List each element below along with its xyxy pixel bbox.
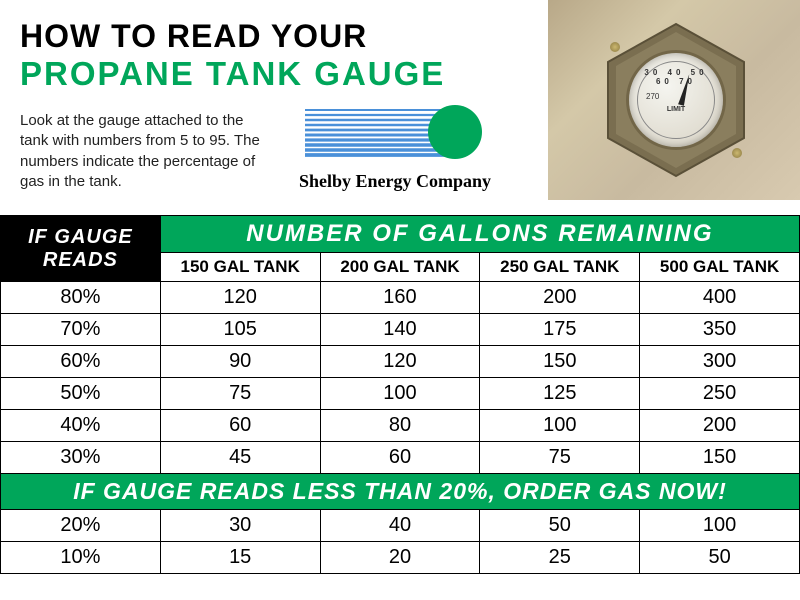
gallons-cell: 300 xyxy=(640,346,800,378)
gallons-cell: 150 xyxy=(480,346,640,378)
gallons-cell: 60 xyxy=(160,410,320,442)
gallons-cell: 100 xyxy=(480,410,640,442)
dial-limit-label: LIMIT xyxy=(638,106,714,113)
dial-face: 30 40 50 60 70 270 LIMIT xyxy=(637,61,715,139)
gallons-cell: 120 xyxy=(160,282,320,314)
gauge-photo: 30 40 50 60 70 270 LIMIT xyxy=(548,0,800,200)
column-header: 250 GAL TANK xyxy=(480,253,640,282)
header-gauge-line2: READS xyxy=(43,249,118,271)
screw-icon xyxy=(732,148,742,158)
gauge-percent-cell: 40% xyxy=(1,410,161,442)
title-line-2: PROPANE TANK GAUGE xyxy=(20,55,560,93)
gallons-table: IF GAUGE READS NUMBER OF GALLONS REMAINI… xyxy=(0,215,800,574)
header-gauge-reads: IF GAUGE READS xyxy=(1,216,161,282)
column-header: 200 GAL TANK xyxy=(320,253,480,282)
logo-circle xyxy=(428,105,482,159)
table-row: 70%105140175350 xyxy=(1,314,800,346)
column-header: 150 GAL TANK xyxy=(160,253,320,282)
logo-graphic-icon xyxy=(295,102,495,162)
company-logo: Shelby Energy Company xyxy=(280,102,510,192)
table-row: 10%15202550 xyxy=(1,542,800,574)
gallons-cell: 150 xyxy=(640,442,800,474)
gallons-cell: 160 xyxy=(320,282,480,314)
gallons-cell: 175 xyxy=(480,314,640,346)
dial-scale-numbers: 30 40 50 60 70 xyxy=(638,68,714,86)
column-header: 500 GAL TANK xyxy=(640,253,800,282)
table-row: 40%6080100200 xyxy=(1,410,800,442)
gallons-cell: 75 xyxy=(480,442,640,474)
gallons-cell: 80 xyxy=(320,410,480,442)
gallons-cell: 350 xyxy=(640,314,800,346)
gallons-cell: 40 xyxy=(320,510,480,542)
gallons-cell: 75 xyxy=(160,378,320,410)
gauge-percent-cell: 30% xyxy=(1,442,161,474)
gallons-cell: 200 xyxy=(640,410,800,442)
table-row: 50%75100125250 xyxy=(1,378,800,410)
gallons-cell: 140 xyxy=(320,314,480,346)
gauge-percent-cell: 80% xyxy=(1,282,161,314)
gallons-cell: 45 xyxy=(160,442,320,474)
gallons-cell: 100 xyxy=(640,510,800,542)
gauge-percent-cell: 70% xyxy=(1,314,161,346)
gallons-cell: 120 xyxy=(320,346,480,378)
gallons-cell: 50 xyxy=(480,510,640,542)
gallons-cell: 250 xyxy=(640,378,800,410)
table-row: 80%120160200400 xyxy=(1,282,800,314)
table-row: 60%90120150300 xyxy=(1,346,800,378)
table-row: 30%456075150 xyxy=(1,442,800,474)
title-line-1: HOW TO READ YOUR xyxy=(20,18,560,55)
gallons-cell: 90 xyxy=(160,346,320,378)
gallons-cell: 100 xyxy=(320,378,480,410)
screw-icon xyxy=(610,42,620,52)
gallons-cell: 105 xyxy=(160,314,320,346)
gauge-dial-icon: 30 40 50 60 70 270 LIMIT xyxy=(626,50,726,150)
header-gauge-line1: IF GAUGE xyxy=(28,226,133,248)
company-name: Shelby Energy Company xyxy=(280,171,510,192)
dial-270: 270 xyxy=(646,92,659,101)
gauge-percent-cell: 50% xyxy=(1,378,161,410)
header-section: HOW TO READ YOUR PROPANE TANK GAUGE Look… xyxy=(0,0,800,215)
gauge-percent-cell: 20% xyxy=(1,510,161,542)
alert-order-gas: IF GAUGE READS LESS THAN 20%, ORDER GAS … xyxy=(1,474,800,510)
intro-paragraph: Look at the gauge attached to the tank w… xyxy=(20,111,270,192)
gauge-percent-cell: 10% xyxy=(1,542,161,574)
gallons-cell: 60 xyxy=(320,442,480,474)
gallons-cell: 400 xyxy=(640,282,800,314)
gallons-cell: 200 xyxy=(480,282,640,314)
table-row: 20%304050100 xyxy=(1,510,800,542)
gallons-cell: 25 xyxy=(480,542,640,574)
gallons-cell: 15 xyxy=(160,542,320,574)
gallons-cell: 20 xyxy=(320,542,480,574)
gallons-cell: 30 xyxy=(160,510,320,542)
header-gallons-remaining: NUMBER OF GALLONS REMAINING xyxy=(160,216,799,253)
gallons-cell: 50 xyxy=(640,542,800,574)
gauge-percent-cell: 60% xyxy=(1,346,161,378)
gallons-cell: 125 xyxy=(480,378,640,410)
title-block: HOW TO READ YOUR PROPANE TANK GAUGE xyxy=(20,18,560,93)
